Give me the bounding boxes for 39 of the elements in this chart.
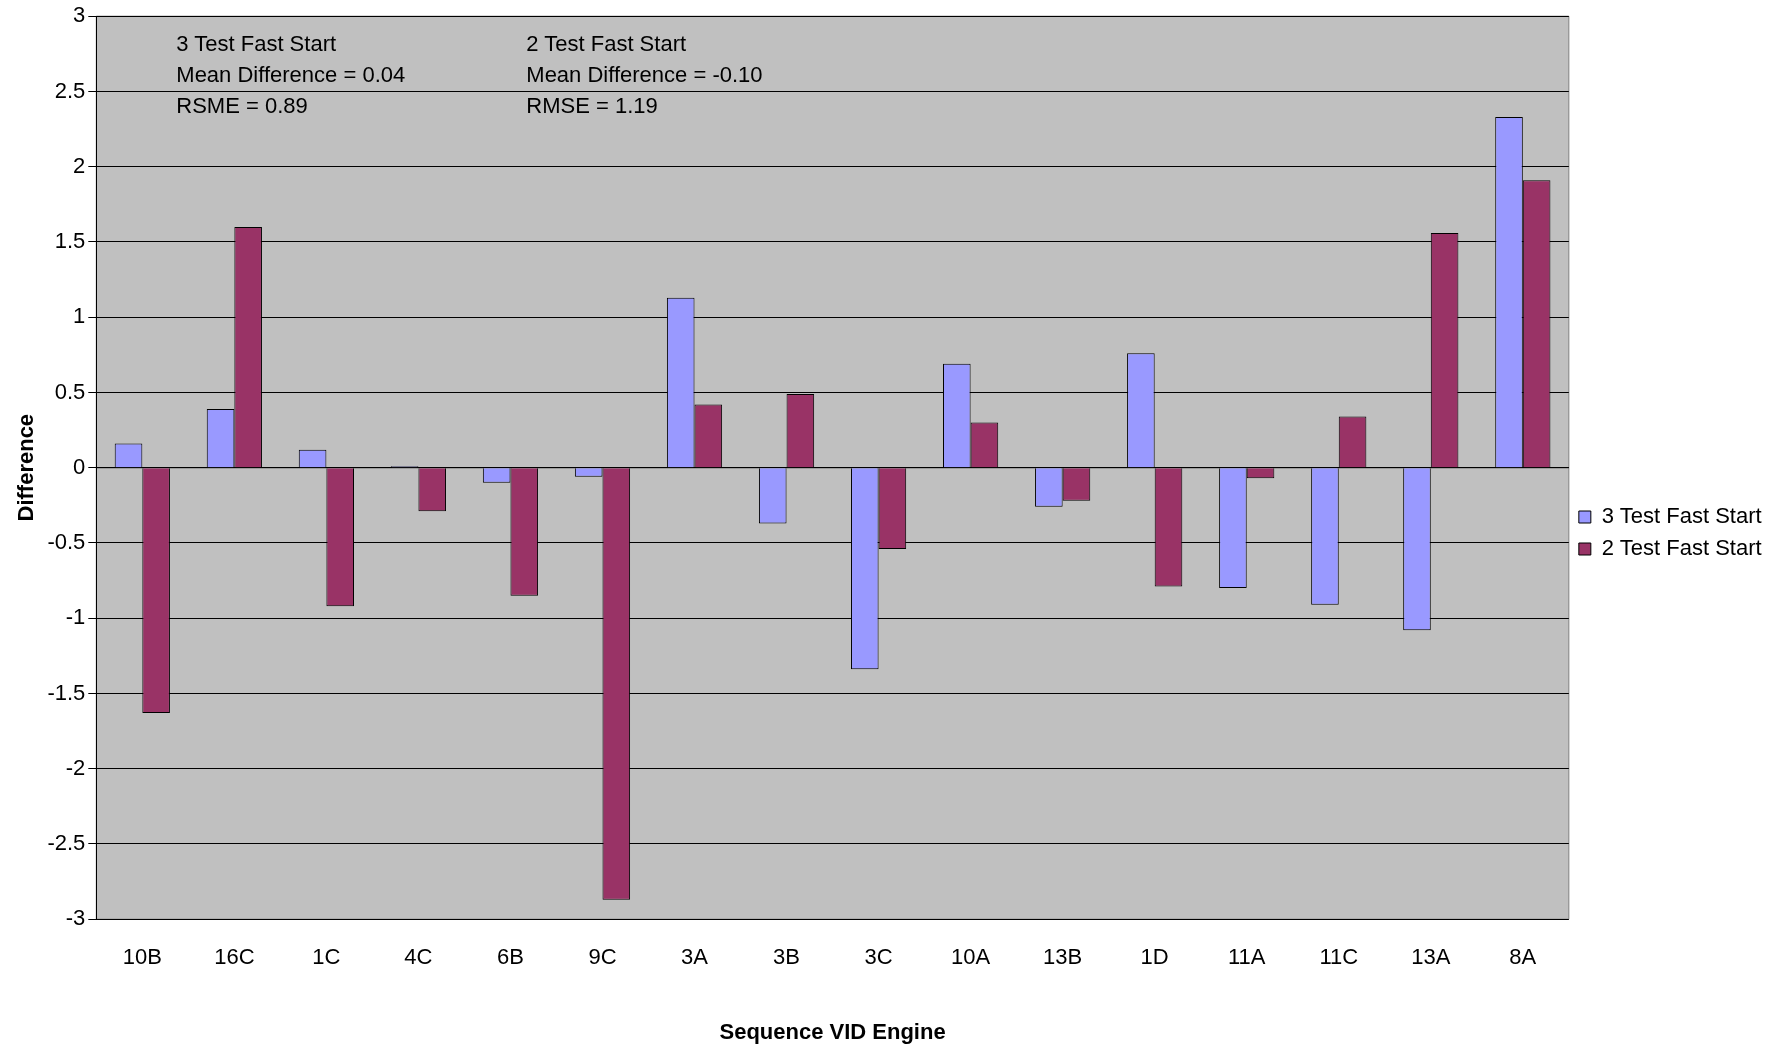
legend-label: 2 Test Fast Start bbox=[1601, 535, 1762, 561]
x-tick-label: 3A bbox=[681, 944, 709, 970]
y-tick-label: 1 bbox=[73, 303, 86, 329]
x-tick-label: 9C bbox=[588, 944, 617, 970]
x-tick-label: 3B bbox=[773, 944, 801, 970]
x-tick-label: 13B bbox=[1043, 944, 1083, 970]
y-tick-label: 2 bbox=[73, 152, 86, 178]
y-tick-label: 0.5 bbox=[54, 378, 86, 404]
x-tick-label: 16C bbox=[214, 944, 255, 970]
y-tick-label: -1.5 bbox=[47, 679, 86, 705]
x-tick-label: 11A bbox=[1227, 944, 1266, 970]
x-tick-label: 10B bbox=[122, 944, 162, 970]
x-tick-label: 8A bbox=[1509, 944, 1537, 970]
annotation: Mean Difference = 0.04 bbox=[176, 62, 406, 88]
x-tick-label: 1D bbox=[1140, 944, 1169, 970]
x-tick-label: 11C bbox=[1319, 944, 1359, 970]
y-tick-label: 3 bbox=[73, 2, 86, 28]
x-axis-title: Sequence VID Engine bbox=[719, 1018, 946, 1044]
x-tick-label: 4C bbox=[404, 944, 433, 970]
x-tick-label: 13A bbox=[1411, 944, 1451, 970]
annotation: Mean Difference = -0.10 bbox=[526, 62, 763, 88]
y-tick-label: 2.5 bbox=[54, 77, 86, 103]
y-tick-label: -3 bbox=[65, 905, 86, 931]
y-tick-label: -2 bbox=[65, 754, 86, 780]
annotation: RSME = 0.89 bbox=[176, 93, 308, 119]
y-tick-label: -2.5 bbox=[47, 830, 86, 856]
annotation: RMSE = 1.19 bbox=[526, 93, 658, 119]
y-tick-label: 1.5 bbox=[54, 228, 86, 254]
legend-label: 3 Test Fast Start bbox=[1601, 503, 1762, 529]
y-tick-label: -0.5 bbox=[47, 529, 86, 555]
annotation: 2 Test Fast Start bbox=[526, 31, 687, 57]
y-tick-label: -1 bbox=[65, 604, 86, 630]
x-tick-label: 10A bbox=[951, 944, 991, 970]
y-tick-label: 0 bbox=[73, 453, 86, 479]
x-tick-label: 3C bbox=[864, 944, 893, 970]
y-axis-title: Difference bbox=[13, 413, 39, 522]
x-tick-label: 1C bbox=[312, 944, 341, 970]
x-tick-label: 6B bbox=[497, 944, 524, 970]
annotation: 3 Test Fast Start bbox=[176, 31, 337, 57]
